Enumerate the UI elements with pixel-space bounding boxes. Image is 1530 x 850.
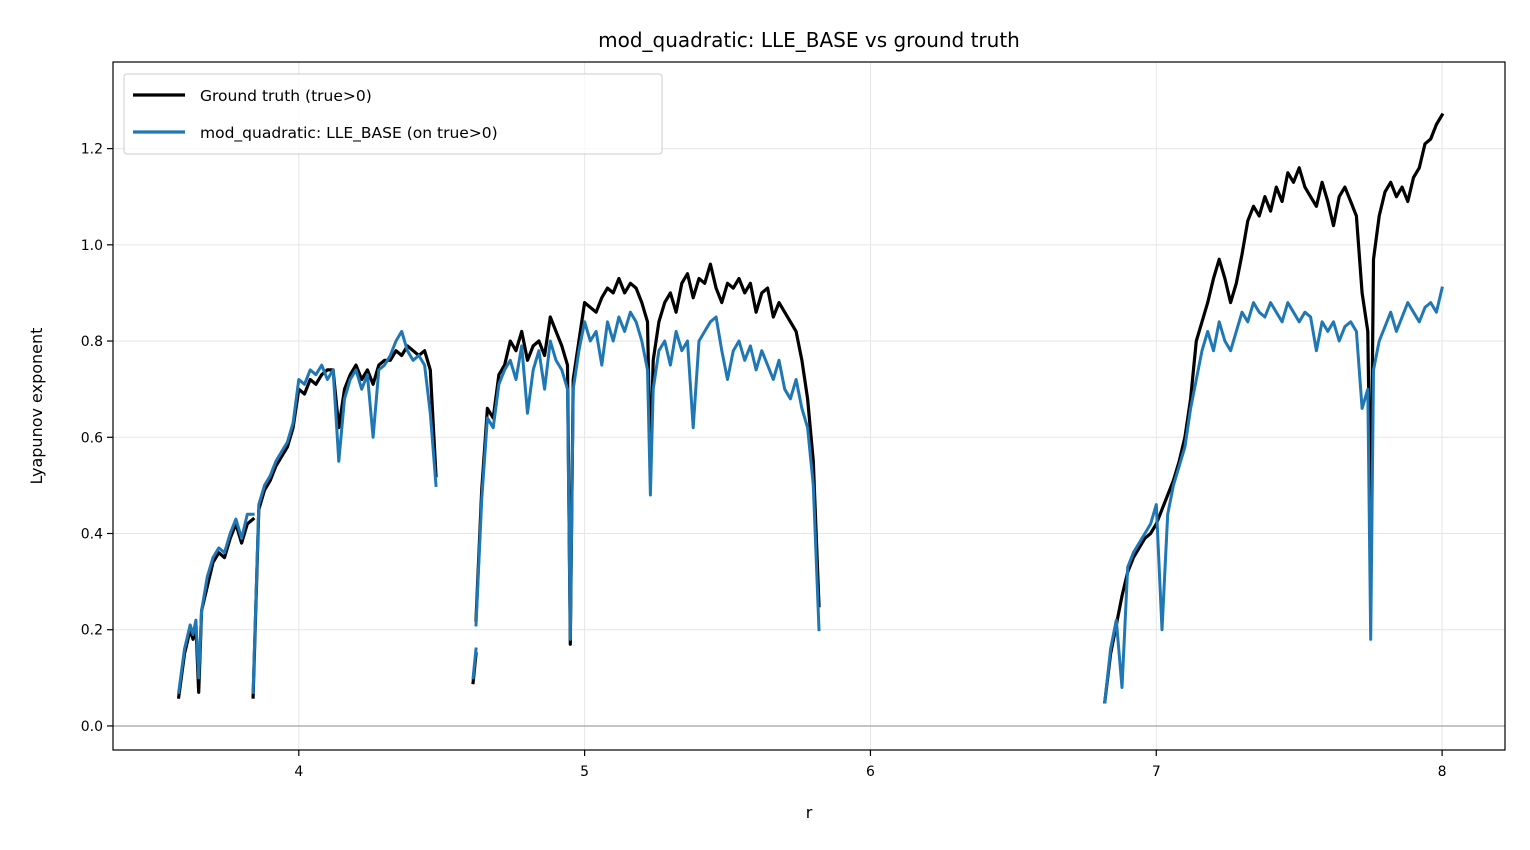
- x-tick-label: 8: [1438, 764, 1447, 780]
- y-tick-label: 0.8: [81, 334, 103, 350]
- y-tick-label: 1.0: [81, 238, 103, 254]
- y-tick-label: 0.4: [81, 526, 103, 542]
- y-tick-label: 1.2: [81, 142, 103, 158]
- series-layer: [176, 112, 1445, 704]
- series-line-segment: [474, 262, 821, 646]
- legend-box: [123, 73, 663, 155]
- legend: Ground truth (true>0) mod_quadratic: LLE…: [123, 73, 663, 155]
- legend-label-ground-truth: Ground truth (true>0): [200, 87, 372, 105]
- x-tick-label: 7: [1152, 764, 1161, 780]
- series-line-segment: [1103, 112, 1445, 704]
- y-tick-label: 0.2: [81, 623, 103, 639]
- series-line-segment: [1103, 286, 1444, 704]
- series-line-segment: [474, 310, 821, 641]
- x-tick-label: 5: [580, 764, 589, 780]
- x-tick-label: 6: [866, 764, 875, 780]
- x-axis-label: r: [806, 803, 813, 822]
- series-line-segment: [177, 512, 255, 694]
- series-line-segment: [251, 329, 438, 694]
- y-axis-label: Lyapunov exponent: [27, 328, 46, 485]
- series-1: [177, 286, 1444, 704]
- series-line-segment: [471, 647, 478, 680]
- axis-ticks: 4 5 6 7 8 0.0 0.2 0.4 0.6 0.8 1.0 1.2: [81, 142, 1447, 780]
- x-tick-label: 4: [294, 764, 303, 780]
- y-tick-label: 0.6: [81, 430, 103, 446]
- axes-frame: [112, 61, 1506, 751]
- legend-label-lle-base: mod_quadratic: LLE_BASE (on true>0): [200, 124, 498, 143]
- y-tick-label: 0.0: [81, 719, 103, 735]
- chart-title: mod_quadratic: LLE_BASE vs ground truth: [598, 28, 1020, 52]
- grid-lines: [113, 62, 1505, 750]
